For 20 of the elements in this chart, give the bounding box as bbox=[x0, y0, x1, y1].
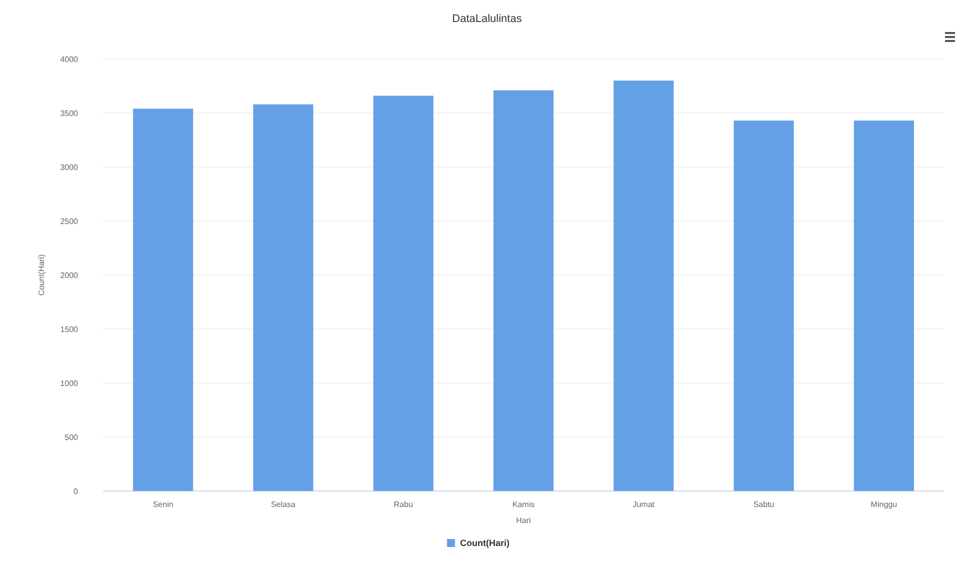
x-tick-label: Sabtu bbox=[753, 500, 774, 509]
x-tick-label: Selasa bbox=[270, 500, 296, 509]
y-axis-title: Count(Hari) bbox=[37, 254, 46, 296]
x-axis-title: Hari bbox=[516, 516, 532, 525]
y-tick-label: 1500 bbox=[60, 324, 79, 334]
y-tick-label: 3500 bbox=[60, 108, 79, 118]
x-tick-label: Minggu bbox=[870, 500, 898, 509]
chart-title: DataLalulintas bbox=[452, 13, 522, 25]
y-tick-label: 0 bbox=[74, 486, 79, 496]
y-tick-label: 4000 bbox=[60, 54, 79, 64]
legend-label: Count(Hari) bbox=[460, 538, 510, 548]
y-tick-label: 2000 bbox=[60, 270, 79, 280]
x-tick-label: Kamis bbox=[512, 500, 535, 509]
y-tick-label: 1000 bbox=[60, 378, 79, 388]
y-tick-label: 3000 bbox=[60, 162, 79, 172]
x-tick-label: Senin bbox=[152, 500, 174, 509]
x-tick-label: Jumat bbox=[632, 500, 656, 509]
x-tick-label: Rabu bbox=[394, 500, 413, 509]
y-tick-label: 500 bbox=[64, 432, 79, 442]
y-tick-label: 2500 bbox=[60, 216, 79, 226]
